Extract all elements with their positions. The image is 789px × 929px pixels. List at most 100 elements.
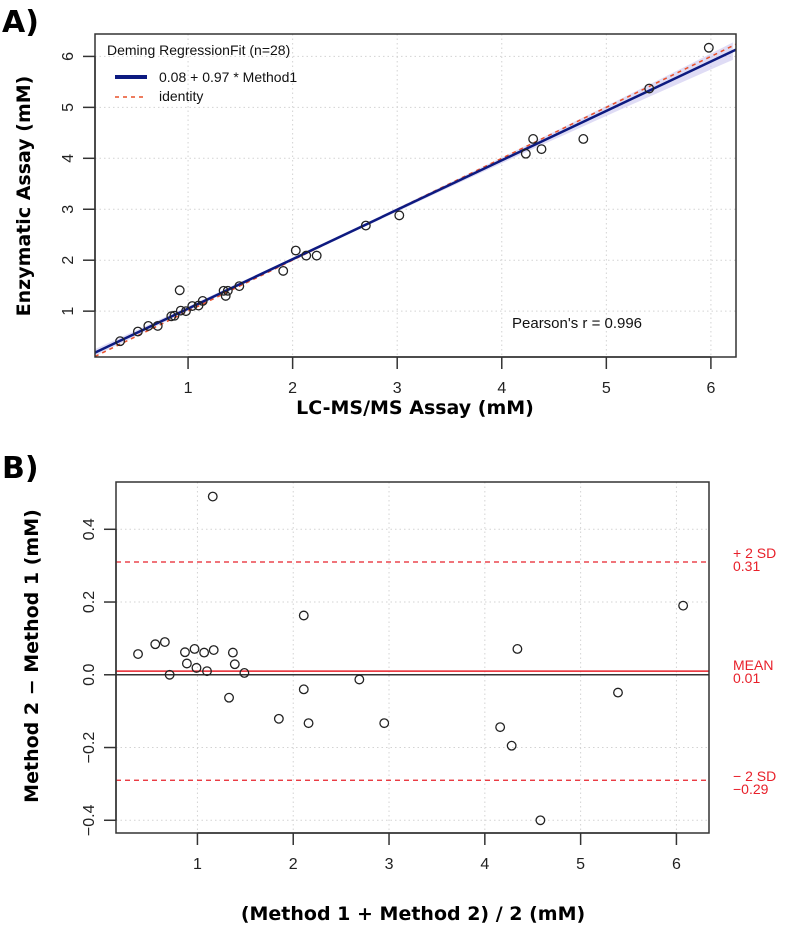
data-point — [180, 647, 190, 658]
panel-a-plot: 1 2 3 4 5 6 1 2 3 4 5 6 — [60, 33, 737, 397]
mean-name: MEAN — [733, 657, 773, 673]
data-point — [218, 285, 229, 296]
upper-limit-name: + 2 SD — [733, 545, 776, 561]
data-point — [227, 647, 238, 658]
lower-limit-name: − 2 SD — [733, 768, 776, 784]
upper-limit-value: 0.31 — [733, 558, 760, 574]
panel-b-plot: 1 2 3 4 5 6 −0.4 −0.2 0.0 0.2 0.4 — [81, 481, 710, 873]
data-point — [224, 692, 234, 703]
data-point — [303, 718, 314, 729]
data-point — [181, 306, 191, 317]
panel-a-label: A) — [2, 5, 39, 40]
data-point — [234, 281, 245, 292]
data-point — [187, 301, 198, 312]
x-tick-label: 6 — [672, 856, 681, 873]
data-point — [536, 144, 547, 155]
y-tick-label: 3 — [60, 205, 77, 214]
x-tick-label: 6 — [706, 380, 715, 397]
y-tick-label: 6 — [60, 52, 77, 61]
data-point — [298, 684, 309, 695]
lower-limit-value: −0.29 — [733, 781, 769, 797]
data-point — [159, 637, 170, 647]
data-point — [197, 296, 208, 306]
data-point — [133, 649, 143, 659]
y-tick-label: 4 — [60, 154, 77, 163]
data-point — [174, 285, 185, 296]
data-point — [207, 491, 218, 502]
data-point — [202, 666, 212, 677]
panel-a-marks — [95, 42, 736, 357]
panel-a-y-axis-title: Enzymatic Assay (mM) — [13, 76, 35, 317]
data-point — [379, 718, 390, 729]
legend-regression-label: 0.08 + 0.97 * Method1 — [159, 69, 297, 85]
x-tick-label: 1 — [184, 380, 193, 397]
data-point — [222, 285, 233, 296]
data-point — [703, 42, 714, 53]
y-tick-label: 0.0 — [81, 664, 98, 686]
data-point — [199, 647, 210, 658]
data-point — [189, 644, 200, 654]
data-point — [278, 265, 289, 276]
data-point — [394, 210, 405, 221]
mean-value: 0.01 — [733, 670, 760, 686]
x-tick-label: 3 — [393, 380, 402, 397]
data-point — [164, 669, 175, 680]
panel-b-label: B) — [2, 451, 39, 486]
panel-b-x-axis-title: (Method 1 + Method 2) / 2 (mM) — [241, 903, 585, 925]
data-point — [152, 320, 163, 331]
y-tick-label: 5 — [60, 103, 77, 112]
data-point — [143, 320, 154, 331]
x-tick-label: 4 — [480, 856, 489, 873]
legend-identity-label: identity — [159, 88, 203, 104]
data-point — [644, 83, 655, 94]
x-tick-label: 1 — [193, 856, 202, 873]
data-point — [239, 668, 250, 678]
data-point — [354, 674, 365, 685]
data-point — [506, 740, 517, 751]
data-point — [678, 600, 689, 611]
y-tick-label: −0.4 — [81, 804, 98, 836]
x-tick-label: 4 — [497, 380, 506, 397]
data-point — [181, 658, 192, 669]
y-tick-label: 0.2 — [81, 591, 98, 613]
data-point — [578, 133, 589, 144]
panel-b-y-axis-title: Method 2 − Method 1 (mM) — [21, 509, 43, 803]
data-point — [115, 336, 126, 347]
plot-frame — [94, 33, 737, 358]
x-tick-label: 3 — [385, 856, 394, 873]
identity-line — [95, 43, 736, 357]
panel-a-x-axis-title: LC-MS/MS Assay (mM) — [296, 397, 534, 419]
pearson-annotation: Pearson's r = 0.996 — [512, 315, 642, 332]
data-point — [495, 722, 506, 733]
data-point — [175, 305, 186, 316]
data-point — [169, 310, 180, 321]
data-point — [360, 220, 371, 231]
data-point — [229, 659, 240, 670]
data-point — [208, 645, 219, 655]
data-point — [528, 133, 539, 144]
data-point — [520, 148, 531, 159]
data-point — [273, 713, 284, 724]
data-point — [512, 644, 523, 654]
y-tick-label: 1 — [60, 307, 77, 316]
x-tick-label: 2 — [288, 380, 297, 397]
y-tick-label: 2 — [60, 256, 77, 265]
data-point — [613, 687, 623, 698]
y-tick-label: −0.2 — [81, 732, 98, 764]
data-point — [150, 639, 161, 650]
data-point — [132, 326, 143, 337]
data-point — [535, 815, 546, 826]
y-tick-label: 0.4 — [81, 518, 98, 540]
data-point — [220, 290, 231, 301]
x-tick-label: 5 — [576, 856, 585, 873]
x-tick-label: 2 — [289, 856, 298, 873]
data-point — [298, 610, 309, 621]
legend-title: Deming RegressionFit (n=28) — [107, 42, 290, 58]
data-point — [191, 662, 202, 673]
x-tick-label: 5 — [602, 380, 611, 397]
data-point — [290, 245, 301, 256]
data-point — [311, 250, 322, 261]
plot-frame — [115, 481, 710, 834]
data-point — [301, 250, 312, 261]
